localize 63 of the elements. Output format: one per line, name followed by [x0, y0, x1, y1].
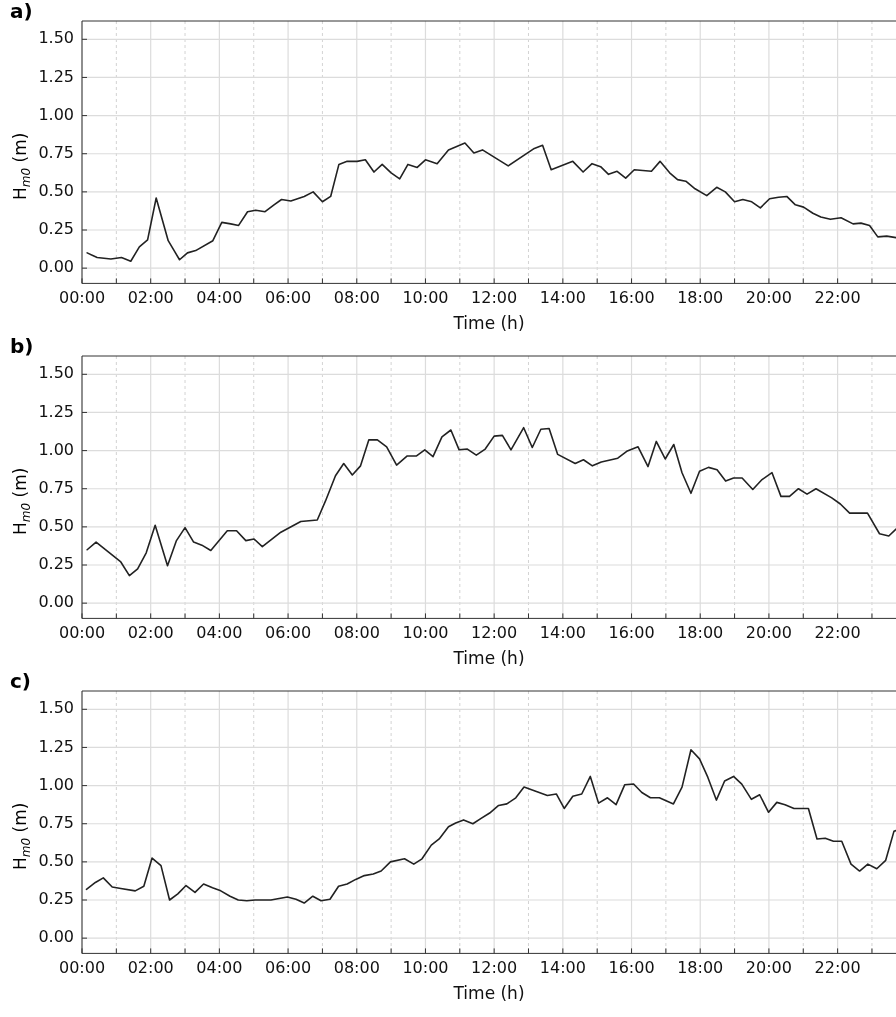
- y-tick-label: 0.50: [38, 181, 74, 201]
- x-tick-label: 18:00: [677, 623, 724, 643]
- x-tick-label: 08:00: [333, 288, 380, 308]
- y-tick-label: 0.50: [38, 516, 74, 536]
- y-tick-label: 0.75: [38, 812, 74, 832]
- y-tick-label: 0.00: [38, 257, 74, 277]
- x-tick-label: 12:00: [471, 288, 518, 308]
- y-tick-label: 0.50: [38, 851, 74, 871]
- y-tick-label: 1.00: [38, 439, 74, 459]
- x-tick-label: 22:00: [814, 958, 861, 978]
- x-axis-title: Time (h): [452, 313, 525, 334]
- x-tick-label: 00:00: [58, 288, 106, 308]
- x-tick-label: 06:00: [265, 958, 312, 978]
- x-tick-label: 20:00: [745, 958, 792, 978]
- y-tick-label: 1.25: [38, 66, 74, 86]
- x-tick-label: 06:00: [265, 623, 312, 643]
- x-tick-label: 16:00: [608, 958, 655, 978]
- y-tick-label: 1.25: [38, 736, 74, 756]
- x-tick-label: 14:00: [539, 958, 586, 978]
- x-tick-label: 16:00: [608, 288, 655, 308]
- chart-title: b): [10, 334, 34, 358]
- x-tick-label: 18:00: [677, 958, 724, 978]
- y-tick-label: 0.75: [38, 477, 74, 497]
- x-tick-label: 10:00: [402, 623, 449, 643]
- x-axis-title: Time (h): [452, 648, 525, 669]
- y-tick-label: 0.25: [38, 554, 74, 574]
- chart-title: c): [10, 669, 31, 693]
- x-tick-label: 08:00: [333, 958, 380, 978]
- x-tick-label: 04:00: [196, 623, 243, 643]
- x-tick-label: 22:00: [814, 288, 861, 308]
- x-tick-label: 14:00: [539, 623, 586, 643]
- y-tick-label: 1.50: [38, 698, 74, 718]
- x-tick-label: 02:00: [127, 958, 174, 978]
- x-tick-label: 20:00: [745, 288, 792, 308]
- y-tick-label: 1.50: [38, 28, 74, 48]
- chart-title: a): [10, 0, 33, 23]
- y-tick-label: 1.00: [38, 774, 74, 794]
- x-tick-label: 14:00: [539, 288, 586, 308]
- y-tick-label: 0.75: [38, 142, 74, 162]
- x-tick-label: 10:00: [402, 958, 449, 978]
- x-tick-label: 18:00: [677, 288, 724, 308]
- x-tick-label: 04:00: [196, 958, 243, 978]
- x-axis-title: Time (h): [452, 983, 525, 1004]
- x-tick-label: 02:00: [127, 288, 174, 308]
- x-tick-label: 10:00: [402, 288, 449, 308]
- x-tick-label: 12:00: [471, 958, 518, 978]
- x-tick-label: 00:00: [58, 958, 106, 978]
- y-tick-label: 1.50: [38, 363, 74, 383]
- y-tick-label: 0.00: [38, 592, 74, 612]
- x-tick-label: 06:00: [265, 288, 312, 308]
- y-tick-label: 0.00: [38, 927, 74, 947]
- y-tick-label: 1.25: [38, 401, 74, 421]
- x-tick-label: 00:00: [58, 623, 106, 643]
- x-tick-label: 20:00: [745, 623, 792, 643]
- y-tick-label: 0.25: [38, 889, 74, 909]
- x-tick-label: 12:00: [471, 623, 518, 643]
- x-tick-label: 22:00: [814, 623, 861, 643]
- x-tick-label: 04:00: [196, 288, 243, 308]
- x-tick-label: 08:00: [333, 623, 380, 643]
- x-tick-label: 02:00: [127, 623, 174, 643]
- y-tick-label: 1.00: [38, 104, 74, 124]
- y-tick-label: 0.25: [38, 219, 74, 239]
- x-tick-label: 16:00: [608, 623, 655, 643]
